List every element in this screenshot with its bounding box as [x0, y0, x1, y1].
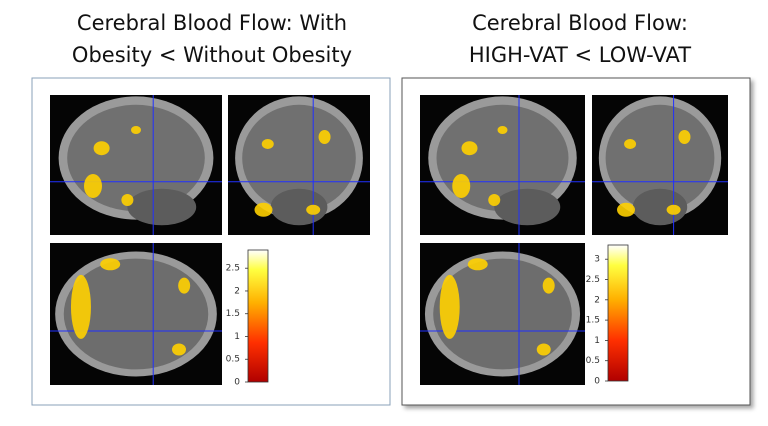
activation: [261, 139, 274, 149]
panel-title: Cerebral Blood Flow: With: [77, 11, 347, 35]
activation: [678, 130, 691, 144]
activation: [439, 274, 460, 339]
activation: [172, 343, 186, 356]
colorbar-tick-label: 0.5: [586, 356, 600, 366]
brain: [63, 258, 209, 370]
activation: [306, 204, 321, 215]
activation: [178, 277, 191, 294]
activation: [452, 174, 471, 198]
panel-title: Cerebral Blood Flow:: [472, 11, 688, 35]
colorbar-tick-label: 0: [594, 377, 600, 387]
colorbar-tick-label: 2.5: [226, 264, 240, 274]
panel-title: Obesity < Without Obesity: [72, 43, 352, 67]
activation: [318, 130, 331, 144]
colorbar-tick-label: 1.5: [586, 316, 600, 326]
activation: [624, 139, 637, 149]
cerebellum: [494, 188, 561, 226]
colorbar-tick-label: 3: [594, 255, 600, 265]
activation: [131, 126, 141, 134]
activation: [100, 258, 121, 271]
colorbar-tick-label: 2.5: [586, 275, 600, 285]
activation: [536, 343, 551, 356]
colorbar-tick-label: 1: [594, 336, 600, 346]
activation: [542, 277, 555, 294]
colorbar-tick-label: 2: [234, 286, 240, 296]
activation: [461, 141, 478, 156]
colorbar: [247, 249, 269, 383]
brain: [433, 258, 572, 370]
activation: [497, 126, 508, 134]
panel: Cerebral Blood Flow: With Obesity < Witho…: [31, 11, 391, 406]
activation: [93, 141, 110, 156]
activation: [617, 202, 635, 217]
activation: [70, 274, 91, 339]
activation: [84, 174, 102, 198]
colorbar-tick-label: 2: [594, 295, 600, 305]
activation: [467, 258, 488, 271]
panel-title: HIGH-VAT < LOW-VAT: [469, 43, 691, 67]
colorbar: [607, 244, 629, 382]
colorbar-tick-label: 1.5: [226, 309, 240, 319]
colorbar-tick-label: 0: [234, 378, 240, 388]
colorbar-tick-label: 1: [234, 332, 240, 342]
activation: [254, 202, 273, 217]
activation: [121, 194, 134, 206]
colorbar-tick-label: 0.5: [226, 355, 240, 365]
activation: [488, 194, 501, 206]
activation: [666, 204, 681, 215]
cerebellum: [127, 188, 197, 226]
panel: Cerebral Blood Flow: HIGH-VAT < LOW-VAT 0 0…: [401, 11, 751, 406]
